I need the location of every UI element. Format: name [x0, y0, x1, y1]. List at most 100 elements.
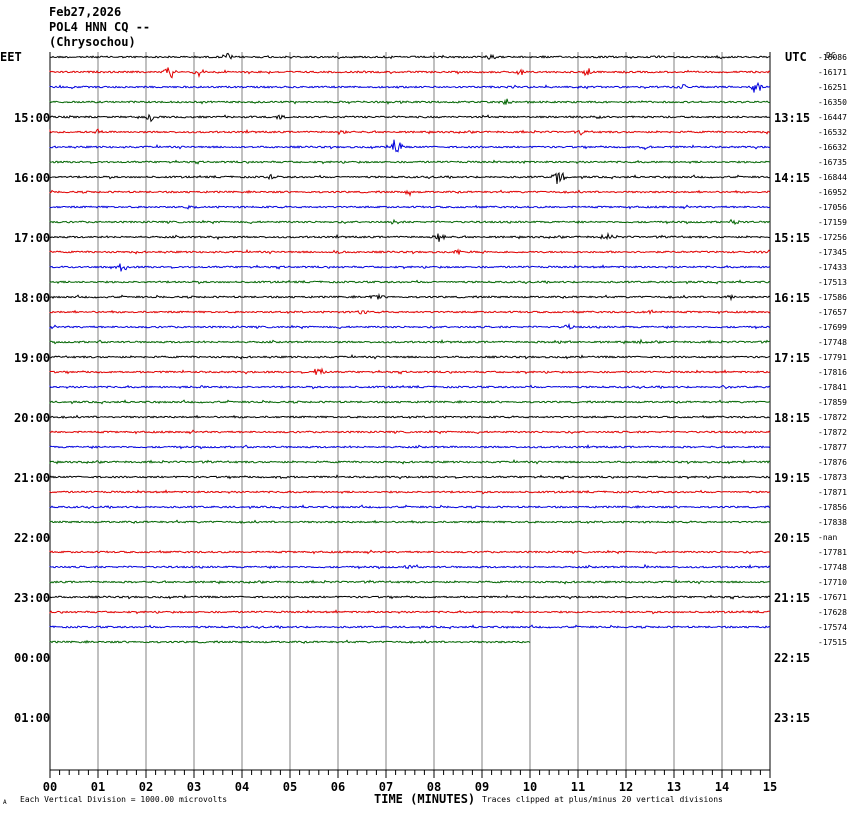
trace-16	[49, 292, 771, 302]
x-tick-label-04: 04	[235, 780, 249, 794]
x-tick-label-07: 07	[379, 780, 393, 794]
trace-offset-label-34: -17748	[818, 563, 847, 572]
trace-offset-label-30: -17856	[818, 503, 847, 512]
trace-offset-label-11: -17159	[818, 218, 847, 227]
trace-39	[49, 639, 531, 644]
left-timezone-label: EET	[0, 50, 22, 64]
axes-group: 00 01 02 03 04 05 06 07 08 09 10 11 12 13 14 15 -16086 -1…	[14, 53, 847, 794]
x-tick-label-14: 14	[715, 780, 729, 794]
offset-header: DC	[826, 51, 836, 60]
x-tick-label-02: 02	[139, 780, 153, 794]
trace-offset-label-7: -16735	[818, 158, 847, 167]
scale-note: Each Vertical Division = 1000.00 microvo…	[20, 795, 227, 804]
trace-14	[49, 263, 771, 272]
station-label: POL4 HNN CQ --	[49, 20, 151, 34]
date-label: Feb27,2026	[49, 5, 122, 19]
grid-lines	[49, 52, 771, 770]
x-tick-label-05: 05	[283, 780, 297, 794]
trace-offset-label-5: -16532	[818, 128, 847, 137]
trace-offset-label-27: -17876	[818, 458, 847, 467]
right-hour-label-4: 17:15	[774, 351, 810, 365]
x-tick-label-08: 08	[427, 780, 441, 794]
trace-offset-label-15: -17513	[818, 278, 847, 287]
x-tick-label-03: 03	[187, 780, 201, 794]
right-hour-label-0: 13:15	[774, 111, 810, 125]
x-axis-title: TIME (MINUTES)	[374, 792, 475, 806]
clip-note: Traces clipped at plus/minus 20 vertical…	[482, 795, 723, 804]
trace-37	[49, 609, 771, 615]
right-hour-label-5: 18:15	[774, 411, 810, 425]
trace-0	[49, 52, 771, 60]
right-hour-label-7: 20:15	[774, 531, 810, 545]
trace-31	[49, 519, 771, 524]
trace-offset-label-36: -17671	[818, 593, 847, 602]
left-hour-label-4: 19:00	[14, 351, 50, 365]
x-tick-label-06: 06	[331, 780, 345, 794]
right-hour-label-2: 15:15	[774, 231, 810, 245]
trace-offset-label-21: -17816	[818, 368, 847, 377]
trace-38	[49, 624, 771, 630]
trace-offset-label-25: -17872	[818, 428, 847, 437]
left-hour-label-6: 21:00	[14, 471, 50, 485]
x-tick-label-11: 11	[571, 780, 585, 794]
trace-offset-label-17: -17657	[818, 308, 847, 317]
trace-offset-label-32: -nan	[818, 533, 837, 542]
trace-offset-label-37: -17628	[818, 608, 847, 617]
left-hour-label-10: 01:00	[14, 711, 50, 725]
trace-offset-label-4: -16447	[818, 113, 847, 122]
trace-17	[49, 309, 771, 316]
trace-offset-label-1: -16171	[818, 68, 847, 77]
location-label: (Chrysochou)	[49, 35, 136, 49]
trace-offset-label-20: -17791	[818, 353, 847, 362]
trace-offset-label-0: -16086	[818, 53, 847, 62]
x-tick-label-12: 12	[619, 780, 633, 794]
x-tick-label-15: 15	[763, 780, 777, 794]
trace-offset-label-6: -16632	[818, 143, 847, 152]
trace-29	[49, 489, 771, 495]
trace-18	[49, 322, 771, 330]
trace-26	[49, 443, 771, 450]
right-hour-label-10: 23:15	[774, 711, 810, 725]
trace-offset-label-26: -17877	[818, 443, 847, 452]
trace-27	[49, 459, 771, 465]
trace-offset-label-12: -17256	[818, 233, 847, 242]
left-hour-label-0: 15:00	[14, 111, 50, 125]
trace-30	[49, 504, 771, 510]
trace-offset-label-33: -17781	[818, 548, 847, 557]
trace-4	[49, 113, 771, 123]
trace-22	[49, 384, 771, 390]
x-tick-label-13: 13	[667, 780, 681, 794]
trace-3	[49, 98, 771, 106]
x-tick-label-10: 10	[523, 780, 537, 794]
trace-offset-label-13: -17345	[818, 248, 847, 257]
trace-36	[49, 594, 771, 600]
trace-offset-label-8: -16844	[818, 173, 847, 182]
left-hour-label-7: 22:00	[14, 531, 50, 545]
trace-offset-label-24: -17872	[818, 413, 847, 422]
trace-offset-label-18: -17699	[818, 323, 847, 332]
right-hour-label-8: 21:15	[774, 591, 810, 605]
left-hour-label-1: 16:00	[14, 171, 50, 185]
trace-19	[49, 338, 771, 345]
trace-25	[49, 429, 771, 435]
trace-2	[49, 81, 771, 93]
trace-9	[49, 189, 771, 197]
trace-33	[49, 549, 771, 555]
left-hour-label-5: 20:00	[14, 411, 50, 425]
x-tick-label-09: 09	[475, 780, 489, 794]
x-tick-label-01: 01	[91, 780, 105, 794]
trace-offset-label-14: -17433	[818, 263, 847, 272]
trace-offset-label-29: -17871	[818, 488, 847, 497]
left-hour-label-8: 23:00	[14, 591, 50, 605]
right-hour-label-6: 19:15	[774, 471, 810, 485]
corner-mark: A	[3, 799, 7, 806]
left-hour-label-9: 00:00	[14, 651, 50, 665]
right-hour-label-9: 22:15	[774, 651, 810, 665]
trace-offset-label-19: -17748	[818, 338, 847, 347]
trace-23	[49, 399, 771, 405]
trace-28	[49, 474, 771, 480]
trace-15	[49, 279, 771, 285]
trace-5	[49, 128, 771, 136]
trace-offset-label-23: -17859	[818, 398, 847, 407]
